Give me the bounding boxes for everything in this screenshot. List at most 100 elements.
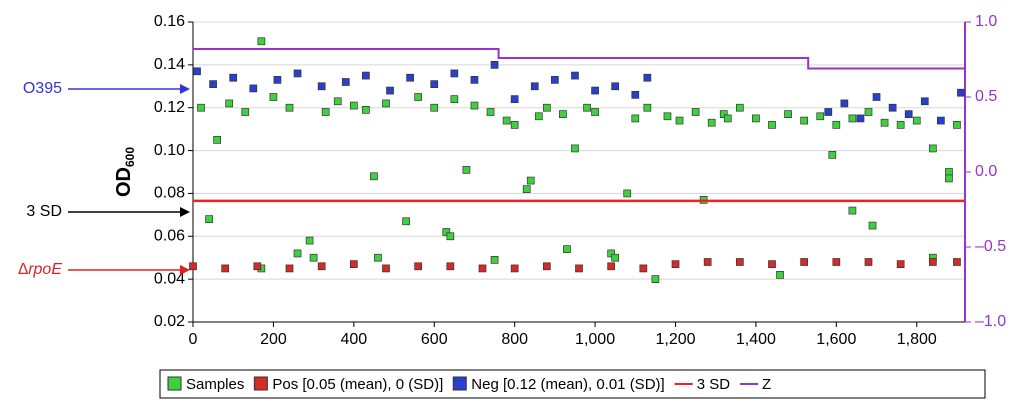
point [643,73,652,82]
point [848,114,857,123]
point [442,228,451,236]
point [953,121,961,129]
point [735,258,744,266]
point [285,103,294,112]
y-tick-label: 0.12 [154,99,185,116]
point [651,275,660,283]
point [478,264,487,273]
y2-tick-label: 0.5 [975,88,997,105]
x-tick-label: 800 [501,331,528,348]
x-tick-label: 200 [260,331,287,348]
x-tick-label: 1,800 [897,331,937,348]
point [888,103,897,112]
point [534,112,543,121]
point [691,108,700,116]
point [189,262,197,271]
point [229,73,238,82]
point [828,151,837,159]
point [643,103,652,112]
point [611,82,620,91]
legend-swatch [452,376,467,391]
point [470,76,479,84]
point [510,121,519,129]
point [752,114,760,123]
point [912,116,921,125]
y-tick-label: 0.10 [154,142,185,159]
point [470,101,479,110]
z-line [193,48,965,70]
point [920,97,929,106]
point [317,262,326,271]
annotation-arrowhead [180,265,190,275]
point [273,76,282,84]
point [382,264,390,273]
point [559,110,567,118]
x-tick-label: 1,000 [575,331,615,348]
point [957,88,965,97]
point [583,103,591,112]
point [209,80,217,88]
point [953,258,961,266]
point [430,103,439,112]
point [522,185,531,193]
point [928,144,937,153]
y-label-sub: 600 [123,147,137,167]
point [824,108,833,116]
legend-box [159,369,986,399]
annotation: O395 [23,80,62,97]
y-tick-label: 0.06 [154,228,185,245]
point [450,69,459,78]
point [305,236,314,245]
point [349,260,358,268]
point [832,258,841,266]
point [864,258,873,266]
x-tick-label: 400 [340,331,367,348]
point [904,110,913,118]
x-tick-label: 600 [421,331,448,348]
point [446,232,455,241]
point [486,108,495,116]
point [928,258,937,266]
point [816,112,825,121]
point [896,121,905,129]
x-tick-label: 1,600 [816,331,856,348]
point [249,84,258,93]
point [591,86,599,95]
point [370,172,378,181]
y2-tick-label: –1.0 [975,313,1006,330]
point [575,264,583,273]
point [197,103,205,112]
point [723,114,732,123]
point [414,93,423,101]
point [663,112,672,121]
point [840,99,849,108]
point [872,93,881,101]
point [551,76,559,84]
point [571,144,579,153]
point [703,258,712,266]
point [856,114,865,123]
legend-swatch [253,376,268,391]
y-tick-label: 0.16 [154,13,185,30]
point [502,116,511,125]
point [510,264,519,273]
point [542,262,551,271]
point [800,258,809,266]
point [414,262,423,271]
legend-label: Pos [0.05 (mean), 0 (SD)] [272,376,443,393]
point [591,108,599,116]
y2-tick-label: –0.5 [975,238,1006,255]
point [631,114,640,123]
point [639,264,648,273]
point [386,86,394,95]
point [945,168,953,176]
y-tick-label: 0.14 [154,56,185,73]
point [571,71,579,80]
point [542,103,551,112]
y2-tick-label: 1.0 [975,13,997,30]
point [317,82,326,91]
point [880,118,889,127]
point [848,206,857,215]
legend-label: Samples [186,376,244,393]
